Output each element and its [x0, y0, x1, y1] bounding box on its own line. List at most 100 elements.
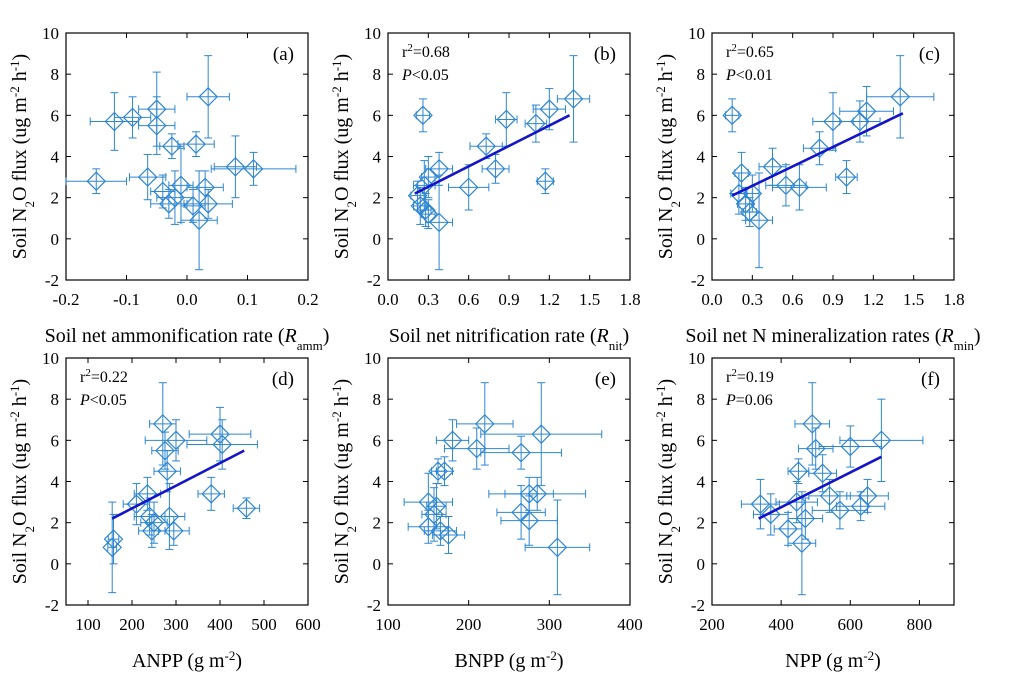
- y-tick-label: 2: [697, 514, 706, 533]
- stat-p: P<0.05: [79, 392, 127, 409]
- diamond-marker: [103, 529, 124, 549]
- y-tick-label: 10: [42, 349, 59, 368]
- data-point: [144, 419, 208, 462]
- stat-r2-sup: 2: [85, 367, 91, 379]
- y-tick-label: 4: [51, 148, 60, 167]
- x-axis-label-sub: nit: [609, 338, 623, 353]
- diamond-marker: [535, 171, 556, 192]
- diamond-marker: [102, 537, 123, 558]
- x-axis-label-sup: -2: [546, 648, 557, 663]
- y-axis-label-sup: -2: [329, 411, 344, 422]
- data-point: [480, 382, 603, 487]
- data-point: [772, 164, 827, 211]
- x-tick-label: -0.2: [53, 290, 80, 309]
- stat-p-value: =0.06: [736, 392, 773, 409]
- x-axis-label: BNPP (g m-2): [454, 648, 563, 673]
- diamond-marker: [201, 484, 222, 504]
- y-tick-label: 10: [364, 349, 381, 368]
- diamond-marker: [163, 521, 184, 541]
- data-point: [183, 188, 233, 219]
- y-tick-label: 2: [373, 189, 382, 208]
- y-axis-label-sup: -2: [7, 86, 22, 97]
- y-axis-label-part: h: [331, 71, 353, 86]
- x-tick-label: 0.9: [498, 290, 519, 309]
- x-tick-label: 200: [456, 615, 482, 634]
- stat-r2-part: =0.68: [413, 44, 450, 61]
- x-axis-label: Soil net ammonification rate (Ramm): [45, 325, 330, 353]
- diamond-marker: [86, 171, 107, 192]
- diamond-marker: [466, 438, 487, 459]
- y-tick-label: 6: [51, 106, 60, 125]
- diamond-marker: [890, 86, 911, 107]
- x-tick-label: 300: [163, 615, 189, 634]
- stat-p-value: <0.05: [412, 67, 449, 84]
- y-axis-label-part: ): [331, 54, 353, 61]
- diamond-marker: [563, 89, 584, 109]
- data-point: [103, 513, 124, 565]
- y-tick-label: 0: [697, 555, 706, 574]
- x-tick-label: 0.0: [377, 290, 398, 309]
- stat-r2-sup: 2: [731, 42, 737, 54]
- x-axis-label-part: Soil net ammonification rate (: [45, 325, 285, 347]
- y-axis-label-part: O flux (ug m: [655, 97, 677, 201]
- data-point: [213, 135, 258, 199]
- y-axis-label-part: Soil N: [331, 208, 353, 260]
- y-tick-label: 2: [697, 189, 706, 208]
- diamond-marker: [171, 175, 191, 196]
- y-tick-label: 0: [373, 230, 382, 249]
- diamond-marker: [836, 167, 857, 187]
- diamond-marker: [857, 486, 878, 506]
- data-point: [168, 147, 194, 223]
- diamond-marker: [805, 438, 826, 459]
- diamond-marker: [760, 504, 781, 525]
- y-tick-label: 6: [373, 106, 382, 125]
- y-tick-label: 0: [51, 230, 60, 249]
- y-axis-label-sub: 2: [668, 201, 683, 208]
- y-tick-label: 2: [51, 189, 60, 208]
- data-point: [232, 497, 261, 520]
- data-point: [435, 419, 470, 462]
- y-tick-label: 4: [51, 473, 60, 492]
- data-point: [500, 495, 558, 546]
- diamond-marker: [137, 484, 158, 504]
- diamond-marker: [722, 105, 743, 126]
- diamond-marker: [511, 442, 531, 463]
- data-point: [89, 92, 140, 151]
- x-axis-label-part: Soil net N mineralization rates (: [685, 325, 941, 347]
- diamond-marker: [830, 500, 850, 521]
- diamond-marker: [809, 138, 830, 159]
- stat-r2-part: r: [402, 44, 408, 61]
- y-tick-label: 8: [373, 65, 382, 84]
- data-point: [835, 491, 886, 522]
- data-point: [153, 483, 186, 550]
- x-axis-label-sup: -2: [225, 648, 236, 663]
- data-point: [210, 151, 297, 186]
- data-point: [787, 458, 810, 485]
- x-tick-label: 1.2: [539, 290, 560, 309]
- y-axis-label-sup: -1: [7, 60, 22, 71]
- data-point: [787, 491, 817, 596]
- data-point: [156, 170, 194, 225]
- diamond-marker: [442, 430, 463, 451]
- stat-r2-part: =0.65: [737, 44, 774, 61]
- diamond-marker: [157, 461, 178, 482]
- stat-p-symbol: P: [725, 67, 736, 84]
- plot-frame: [387, 357, 631, 606]
- data-point: [159, 133, 185, 160]
- y-tick-label: 8: [373, 390, 382, 409]
- x-tick-label: 500: [251, 615, 277, 634]
- diamond-marker: [195, 177, 215, 198]
- x-axis-label-part: ): [623, 325, 630, 347]
- panel-label: (c): [919, 44, 940, 65]
- x-tick-label: 0.2: [297, 290, 318, 309]
- diamond-marker: [819, 486, 840, 506]
- x-tick-label: 600: [838, 615, 864, 634]
- y-tick-label: 6: [697, 431, 706, 450]
- diamond-marker: [429, 212, 449, 233]
- diamond-marker: [189, 210, 209, 231]
- data-point: [488, 476, 587, 511]
- diamond-marker: [122, 107, 143, 128]
- diamond-marker: [144, 512, 164, 533]
